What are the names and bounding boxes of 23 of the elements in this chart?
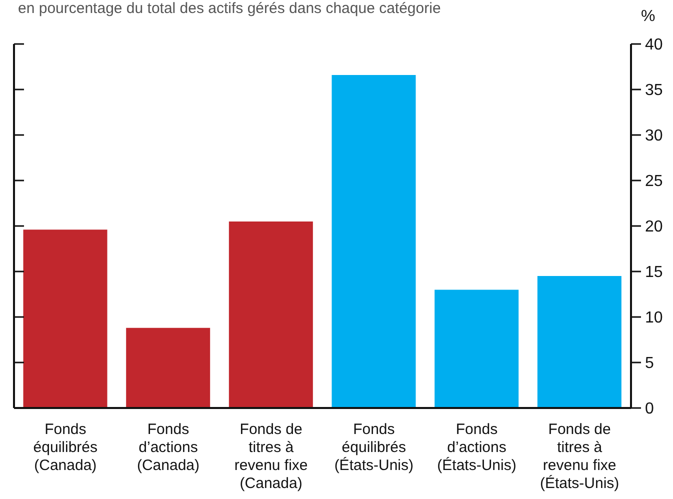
y-tick-label: 15: [645, 264, 663, 282]
y-tick-label: 0: [645, 400, 654, 418]
bar: [434, 290, 519, 408]
y-tick-label: 5: [645, 355, 654, 372]
x-tick-label: Fonds d’actions (Canada): [136, 421, 200, 474]
bar: [23, 230, 108, 408]
y-tick-label: 10: [645, 310, 663, 327]
y-tick-label: 20: [645, 218, 663, 236]
bar: [537, 276, 622, 408]
y-tick-label: 35: [645, 82, 663, 100]
x-tick-label: Fonds équilibrés (Canada): [33, 421, 98, 474]
x-tick-label: Fonds d’actions (États-Unis): [437, 421, 516, 474]
x-tick-label: Fonds de titres à revenu fixe (États-Unis): [540, 421, 620, 492]
bar: [332, 74, 416, 408]
y-tick-label: 40: [645, 36, 663, 54]
y-tick-label: 25: [645, 173, 663, 190]
bar: [126, 328, 210, 408]
x-tick-label: Fonds équilibrés (États-Unis): [334, 421, 414, 474]
bar: [228, 221, 313, 408]
chart-subtitle: en pourcentage du total des actifs gérés dans chaque catégorie: [18, 0, 441, 17]
y-axis-title: %: [641, 8, 656, 26]
x-tick-label: Fonds de titres à revenu fixe (Canada): [234, 421, 308, 492]
y-tick-label: 30: [645, 128, 663, 145]
